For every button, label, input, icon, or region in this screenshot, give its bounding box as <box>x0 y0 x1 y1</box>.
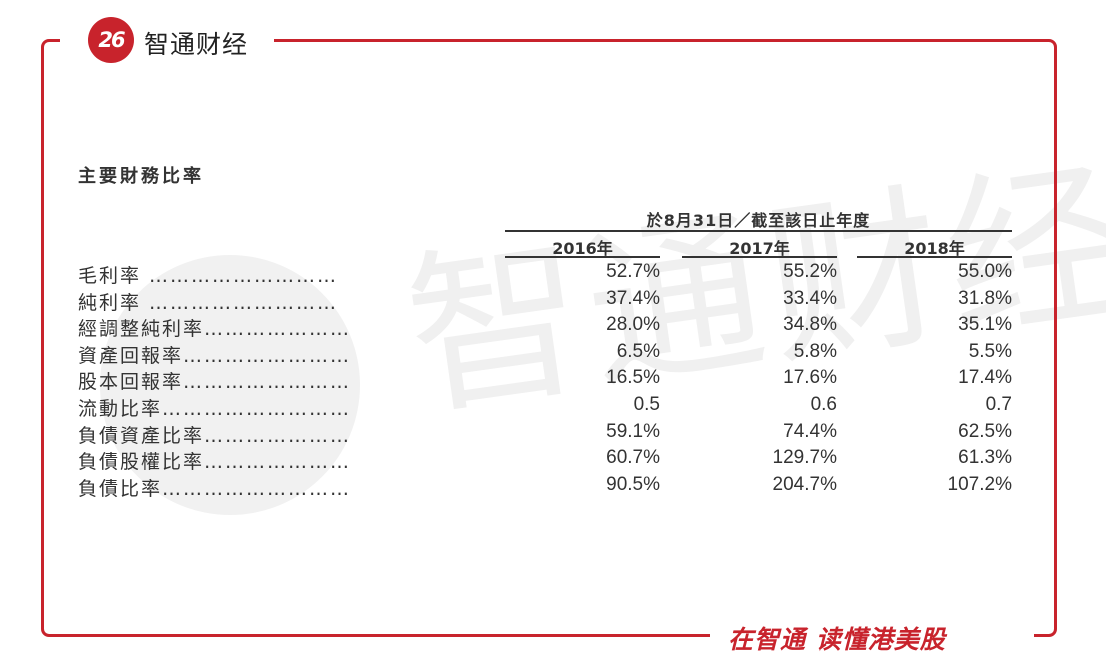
row-value-2017: 34.8% <box>783 314 837 336</box>
row-value-2016: 28.0% <box>606 314 660 336</box>
row-value-2018: 62.5% <box>958 420 1012 442</box>
row-label: 毛利率 ……………………… <box>78 265 339 287</box>
footer-slogan: 在智通 读懂港美股 <box>728 625 946 654</box>
year-header-2018: 2018年 <box>904 239 965 258</box>
year-rule-2018 <box>857 256 1012 258</box>
row-label: 資產回報率…………………… <box>78 344 352 367</box>
brand-logo-icon: 26 <box>88 17 134 63</box>
row-value-2016: 37.4% <box>606 287 660 309</box>
row-value-2017: 129.7% <box>772 447 837 469</box>
year-rule-2017 <box>682 256 837 258</box>
period-header: 於8月31日／截至該日止年度 <box>646 211 871 230</box>
row-value-2016: 0.5 <box>633 394 660 415</box>
row-label: 流動比率……………………… <box>78 398 352 420</box>
row-value-2018: 107.2% <box>947 473 1012 495</box>
row-value-2016: 52.7% <box>606 261 660 282</box>
row-value-2017: 17.6% <box>783 367 837 389</box>
row-value-2016: 90.5% <box>606 473 660 495</box>
row-label: 負債比率……………………… <box>78 477 352 500</box>
row-value-2016: 16.5% <box>606 367 660 389</box>
brand-name: 智通财经 <box>144 30 249 59</box>
row-value-2017: 5.8% <box>793 340 837 362</box>
row-value-2018: 35.1% <box>958 314 1012 336</box>
year-header-2017: 2017年 <box>729 239 790 258</box>
row-value-2017: 0.6 <box>810 394 837 415</box>
row-label: 純利率 ……………………… <box>78 291 339 314</box>
row-label: 負債股權比率………………… <box>78 451 352 474</box>
row-value-2018: 0.7 <box>985 394 1012 415</box>
row-value-2017: 74.4% <box>783 420 837 442</box>
period-header-rule <box>505 230 1012 232</box>
row-value-2016: 59.1% <box>606 420 660 442</box>
row-value-2018: 31.8% <box>958 287 1012 309</box>
row-value-2017: 55.2% <box>783 261 837 282</box>
table-title: 主要財務比率 <box>78 166 204 187</box>
year-header-2016: 2016年 <box>552 239 613 258</box>
row-label: 經調整純利率………………… <box>78 318 352 341</box>
row-value-2016: 60.7% <box>606 447 660 469</box>
row-label: 股本回報率…………………… <box>78 371 352 394</box>
row-value-2016: 6.5% <box>616 340 660 362</box>
row-value-2017: 204.7% <box>772 473 837 495</box>
row-label: 負債資產比率………………… <box>78 424 352 447</box>
row-value-2018: 5.5% <box>968 340 1012 362</box>
red-frame <box>41 39 1057 637</box>
year-rule-2016 <box>505 256 660 258</box>
row-value-2018: 17.4% <box>958 367 1012 389</box>
row-value-2018: 55.0% <box>958 261 1012 282</box>
row-value-2017: 33.4% <box>783 287 837 309</box>
row-value-2018: 61.3% <box>958 447 1012 469</box>
